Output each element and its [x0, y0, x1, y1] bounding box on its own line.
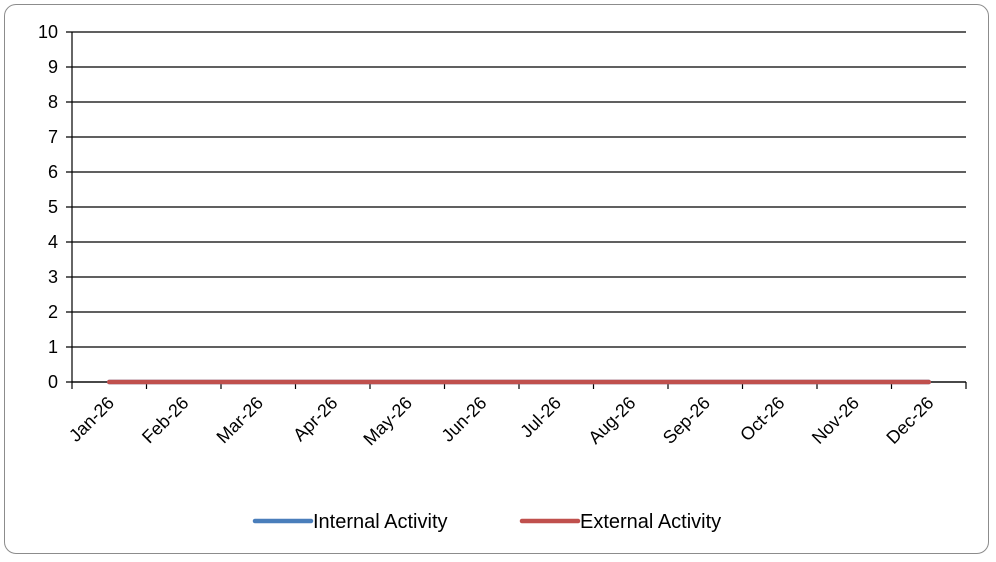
y-tick-label: 6 — [48, 162, 58, 182]
x-tick-label: Jun-26 — [438, 393, 491, 446]
y-tick-label: 3 — [48, 267, 58, 287]
y-tick-label: 1 — [48, 337, 58, 357]
y-tick-label: 0 — [48, 372, 58, 392]
x-tick-label: Jul-26 — [516, 393, 565, 442]
x-tick-label: Jan-26 — [65, 393, 118, 446]
x-tick-label: Dec-26 — [882, 393, 937, 448]
legend-label: Internal Activity — [313, 511, 448, 533]
x-tick-label: Nov-26 — [808, 393, 863, 448]
y-tick-label: 9 — [48, 57, 58, 77]
y-tick-label: 8 — [48, 92, 58, 112]
x-tick-label: Aug-26 — [584, 393, 639, 448]
y-tick-label: 7 — [48, 127, 58, 147]
y-tick-label: 2 — [48, 302, 58, 322]
y-tick-label: 4 — [48, 232, 58, 252]
legend-label: External Activity — [580, 511, 721, 533]
chart-frame — [4, 4, 989, 554]
x-tick-label: Sep-26 — [659, 393, 714, 448]
x-tick-label: Oct-26 — [736, 393, 788, 445]
y-tick-label: 10 — [38, 22, 58, 42]
y-tick-label: 5 — [48, 197, 58, 217]
x-tick-label: Apr-26 — [289, 393, 341, 445]
x-tick-label: Mar-26 — [213, 393, 267, 447]
x-tick-label: Feb-26 — [138, 393, 192, 447]
x-tick-label: May-26 — [359, 393, 416, 450]
